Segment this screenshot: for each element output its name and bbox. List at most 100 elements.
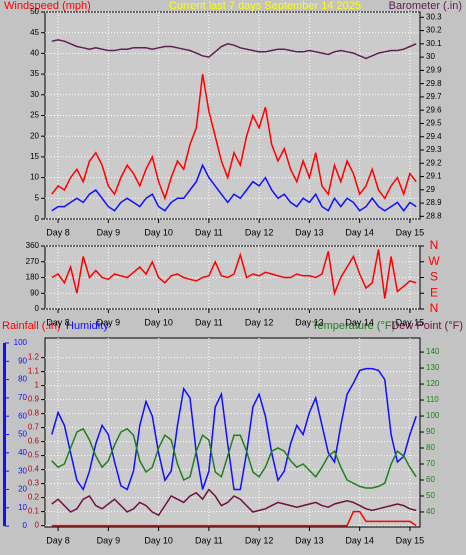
y2-tick-label: 30	[426, 52, 435, 61]
y2-tick-label: 29.3	[426, 145, 442, 154]
y-tick-label: 0.2	[28, 493, 40, 502]
x-tick-label: Day 9	[97, 317, 121, 327]
y2-tick-label: E	[430, 285, 438, 299]
y2-tick-label: 29.4	[426, 132, 442, 141]
y-tick-label: 0.3	[28, 479, 40, 488]
y2-tick-label: 60	[426, 475, 435, 484]
y2-tick-label: N	[430, 301, 439, 315]
barometer-label: Barometer (.in)	[389, 0, 462, 12]
x-tick-label: Day 13	[295, 227, 324, 237]
x-tick-label: Day 11	[195, 227, 223, 237]
series-line	[51, 249, 417, 299]
y-tick-label: 0.1	[28, 507, 40, 516]
y2-tick-label: 80	[426, 443, 435, 452]
dewpoint-label: Dew Point (°F)	[391, 320, 463, 332]
y2-tick-label: 50	[426, 491, 435, 500]
series-line	[51, 427, 417, 489]
y3-tick-label: 100	[14, 338, 28, 347]
y2-tick-label: 29.1	[426, 172, 442, 181]
x-tick-label: Day 12	[245, 535, 274, 545]
y2-tick-label: 90	[426, 427, 435, 436]
humidity-label: Humidity	[66, 320, 109, 332]
x-tick-label: Day 10	[144, 535, 173, 545]
humidity-axis-bar	[3, 342, 6, 527]
y-tick-label: 30	[30, 90, 39, 99]
x-tick-label: Day 11	[195, 317, 223, 327]
series-line	[51, 488, 417, 517]
x-tick-label: Day 15	[396, 227, 425, 237]
y2-tick-label: 100	[426, 411, 440, 420]
y-tick-label: 15	[30, 152, 39, 161]
y2-tick-label: 30.3	[426, 12, 442, 21]
series-line	[51, 367, 417, 492]
x-tick-label: Day 14	[345, 535, 374, 545]
y2-tick-label: 29.9	[426, 65, 442, 74]
y-tick-label: 0	[35, 304, 40, 313]
x-tick-label: Day 10	[144, 227, 173, 237]
x-tick-label: Day 14	[345, 317, 374, 327]
y2-tick-label: 40	[426, 507, 435, 516]
x-tick-label: Day 8	[46, 535, 70, 545]
y2-tick-label: 30.1	[426, 39, 442, 48]
x-tick-label: Day 12	[245, 227, 274, 237]
x-tick-label: Day 15	[396, 535, 425, 545]
y3-tick-label: 90	[18, 356, 27, 365]
y-tick-label: 20	[30, 131, 39, 140]
y-tick-label: 40	[30, 49, 39, 58]
y3-tick-label: 30	[18, 466, 27, 475]
x-tick-label: Day 11	[195, 535, 223, 545]
y2-tick-label: 130	[426, 363, 440, 372]
y-tick-label: 1.2	[28, 353, 40, 362]
chart-title: Current last 7 days September 14 2025	[169, 0, 361, 12]
x-tick-label: Day 9	[97, 535, 121, 545]
y-tick-label: 360	[26, 241, 40, 250]
y3-tick-label: 70	[18, 393, 27, 402]
y-tick-label: 0	[35, 214, 40, 223]
y-tick-label: 0.4	[28, 465, 40, 474]
y-tick-label: 50	[30, 7, 39, 16]
y-tick-label: 1.1	[28, 367, 40, 376]
y3-tick-label: 40	[18, 448, 27, 457]
x-tick-label: Day 13	[295, 535, 324, 545]
y-tick-label: 35	[30, 69, 39, 78]
y2-tick-label: 29	[426, 185, 435, 194]
y2-tick-label: 28.8	[426, 211, 442, 220]
y-tick-label: 0.6	[28, 437, 40, 446]
y2-tick-label: 29.8	[426, 79, 442, 88]
plot-area	[44, 337, 421, 528]
x-tick-label: Day 14	[345, 227, 374, 237]
y3-tick-label: 10	[18, 503, 27, 512]
y2-tick-label: 29.2	[426, 158, 442, 167]
y-tick-label: 45	[30, 28, 39, 37]
y2-tick-label: 30.2	[426, 26, 442, 35]
y3-tick-label: 0	[23, 521, 28, 530]
y-tick-label: 0.5	[28, 451, 40, 460]
x-tick-label: Day 8	[46, 317, 70, 327]
x-tick-label: Day 9	[97, 227, 121, 237]
y-tick-label: 5	[35, 193, 40, 202]
series-line	[51, 510, 417, 527]
x-tick-label: Day 8	[46, 227, 70, 237]
y2-tick-label: W	[428, 254, 440, 268]
y-tick-label: 270	[26, 257, 40, 266]
y2-tick-label: N	[430, 238, 439, 252]
y2-tick-label: 29.5	[426, 119, 442, 128]
y-tick-label: 0.9	[28, 395, 40, 404]
x-tick-label: Day 12	[245, 317, 274, 327]
y2-tick-label: 70	[426, 459, 435, 468]
rain-label: Rainfall (.in)	[2, 320, 61, 332]
y3-tick-label: 80	[18, 375, 27, 384]
x-tick-label: Day 15	[396, 317, 425, 327]
y2-tick-label: 140	[426, 347, 440, 356]
y2-tick-label: 29.6	[426, 105, 442, 114]
y3-tick-label: 50	[18, 430, 27, 439]
y2-tick-label: S	[430, 270, 438, 284]
y2-tick-label: 120	[426, 379, 440, 388]
y-tick-label: 0.7	[28, 423, 40, 432]
y3-tick-label: 20	[18, 485, 27, 494]
x-tick-label: Day 10	[144, 317, 173, 327]
y-tick-label: 1	[35, 381, 40, 390]
y-tick-label: 0	[35, 521, 40, 530]
series-line	[51, 163, 417, 212]
